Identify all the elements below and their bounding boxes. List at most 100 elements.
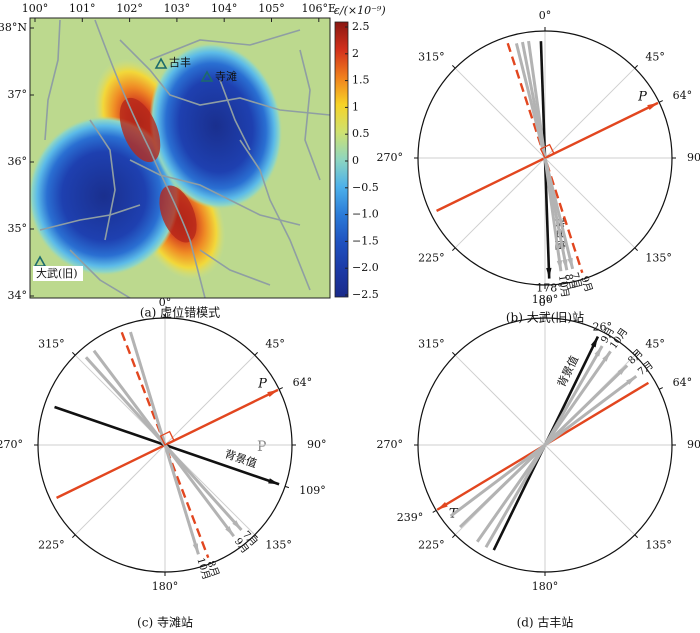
arrow-label: 7月 [568,271,584,290]
direction-tick [452,65,456,69]
direction-label: 239° [397,511,424,524]
direction-label: 45° [265,338,285,351]
colorbar [334,21,349,298]
arrow-head [567,257,573,269]
direction-tick [72,352,76,356]
direction-label: 225° [418,538,445,551]
tip-label: 178° [536,282,563,295]
positive-core [159,185,197,243]
rose-diagram: 0°45°64°90°109°135°180°225°270°315°P背景值8… [0,296,327,593]
direction-label: 90° [687,151,700,164]
direction-label: 135° [645,538,672,551]
direction-tick [452,247,456,251]
fault-lines [39,19,330,298]
arrow-label: 8月 [562,273,577,291]
colorbar-tick-label: 1 [352,100,359,113]
direction-label: 180° [532,293,559,306]
colorbar-tick-label: 0.5 [352,127,370,140]
direction-label: 270° [0,438,23,451]
negative-lobe [149,42,283,210]
direction-tick [634,352,638,356]
direction-label: 180° [532,580,559,593]
arrow-head [232,520,242,530]
station-label: 大武(旧) [36,266,78,280]
direction-label: 64° [673,376,693,389]
arrow-head [626,376,637,385]
direction-tick [278,387,283,390]
caption: (c) 寺滩站 [137,616,193,630]
caption: (a) 虚位错模式 [140,305,220,320]
right-angle-marker [159,430,175,446]
colorbar-tick-label: −1.5 [352,234,379,247]
arrow-head [617,365,628,375]
y-tick-label: 35° [8,222,28,235]
direction-tick [284,485,290,489]
arrow-head [267,389,279,397]
arrow-head [546,267,552,279]
rose-diagram: 0°45°64°90°135°180°225°270°315°P背景值178°9… [377,9,700,306]
colorbar-tick-label: −2.0 [352,261,379,274]
direction-tick [658,100,663,103]
arrow-head [562,259,568,271]
arrow-head [590,336,598,348]
direction-tick [452,534,456,538]
direction-label: 270° [377,151,404,164]
direction-tick [254,352,258,356]
direction-label: 225° [38,538,65,551]
colorbar-tick-label: −2.5 [352,288,379,301]
direction-tick [452,352,456,356]
direction-label: 90° [307,438,327,451]
direction-label: 64° [293,376,313,389]
colorbar-tick-label: 0 [352,154,359,167]
direction-label: 90° [687,438,700,451]
arrow-head [268,478,280,485]
direction-tick [658,387,663,390]
direction-label: 45° [645,51,665,64]
y-tick-label: 36° [8,155,28,168]
arrow-head [556,260,563,272]
tip-label: 26° [593,321,613,334]
station-label-bg [33,266,83,281]
axis-label: P [257,377,267,392]
direction-label: 109° [299,484,326,497]
rose-diagram: 0°45°64°90°135°180°225°239°270°315°T背景值2… [377,296,700,593]
colorbar-title: ε/(×10⁻⁹) [334,4,386,17]
map-frame [29,17,331,299]
colorbar-tick-label: 1.5 [352,74,370,87]
colorbar-tick-label: −0.5 [352,181,379,194]
x-tick-label: 101° [69,2,96,15]
arrow-label: 背景值 [554,353,581,389]
arrow-head [437,501,448,510]
direction-label: 64° [673,89,693,102]
arrow-head [192,543,199,555]
direction-tick [432,509,437,513]
direction-label: 45° [645,338,665,351]
direction-arrow [476,350,612,543]
colorbar-tick-label: −1.0 [352,208,379,221]
direction-label: 0° [539,296,552,309]
direction-label: 0° [539,9,552,22]
direction-tick [254,534,258,538]
y-tick-label: 37° [8,88,28,101]
direction-label: 0° [159,296,172,309]
axis-label: P [637,90,647,105]
direction-tick [634,534,638,538]
direction-label: 225° [418,251,445,264]
right-angle-marker [539,143,555,159]
x-tick-label: 100° [22,2,49,15]
station-label: 寺滩 [215,69,237,83]
direction-label: 315° [418,338,445,351]
direction-label: 315° [38,338,65,351]
x-tick-label: 103° [164,2,191,15]
axis-note: P [257,439,266,455]
direction-label: 270° [377,438,404,451]
station-marker [200,70,214,82]
direction-label: 135° [645,251,672,264]
x-tick-label: 102° [116,2,143,15]
direction-tick [634,65,638,69]
x-tick-label: 104° [211,2,238,15]
station-marker [154,57,168,69]
strain-map [30,18,330,298]
x-tick-label: 105° [258,2,285,15]
x-tick-label: 106°E [302,2,337,15]
